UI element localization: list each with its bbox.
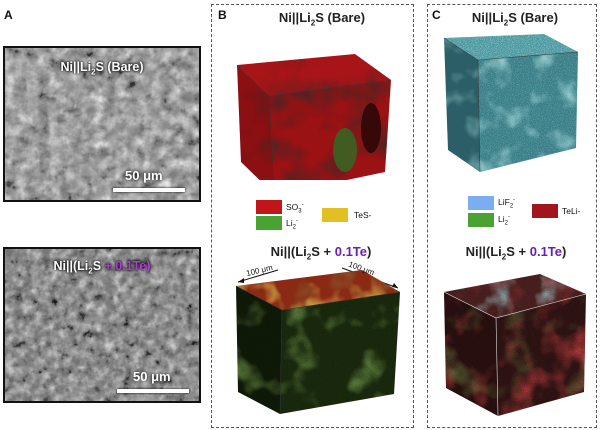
legend-swatch-lif2 — [468, 196, 494, 210]
panel-c-frame — [427, 4, 597, 428]
legend-label-li2: Li2- — [498, 214, 510, 227]
panel-c-top-heading: Ni||Li2S (Bare) — [471, 10, 559, 28]
panel-a-letter: A — [4, 8, 13, 22]
tof-sims-cube-te-b — [235, 267, 401, 415]
panel-b-top-heading: Ni||Li2S (Bare) — [278, 10, 366, 28]
legend-swatch-so3 — [256, 200, 282, 214]
legend-swatch-li2 — [468, 213, 494, 227]
scale-label: 50 μm — [133, 369, 171, 384]
legend-swatch-tes — [322, 208, 348, 222]
legend-label-li2: Li2- — [286, 218, 298, 231]
sem-texture — [5, 48, 199, 200]
sem-texture — [5, 249, 199, 401]
sem-image-te: Ni||(Li2S + 0.1Te) 50 μm — [3, 247, 201, 403]
scale-bar — [113, 188, 185, 192]
panel-c-letter: C — [432, 8, 441, 22]
sem-title-bare: Ni||Li2S (Bare) — [60, 60, 144, 77]
legend-swatch-teli — [532, 204, 558, 218]
tof-sims-cube-bare-b — [236, 54, 392, 180]
sem-image-bare: Ni||Li2S (Bare) 50 μm — [3, 46, 201, 202]
legend-swatch-li2 — [256, 216, 282, 230]
legend-label-tes: TeS- — [354, 210, 372, 220]
panel-c-bottom-heading: Ni||(Li2S + 0.1Te) — [465, 244, 567, 262]
panel-b-bottom-heading: Ni||(Li2S + 0.1Te) — [270, 244, 372, 262]
panel-b-frame — [211, 4, 414, 428]
tof-sims-cube-te-c — [443, 274, 587, 417]
sem-title-te: Ni||(Li2S + 0.1Te) — [53, 259, 151, 276]
scale-label: 50 μm — [125, 168, 163, 183]
tof-sims-cube-bare-c — [443, 34, 579, 173]
legend-label-teli: TeLi- — [562, 206, 581, 216]
legend-label-so3: SO3- — [286, 202, 304, 215]
legend-label-lif2: LiF2- — [498, 197, 516, 210]
panel-b-letter: B — [218, 8, 227, 22]
scale-bar — [117, 389, 189, 393]
